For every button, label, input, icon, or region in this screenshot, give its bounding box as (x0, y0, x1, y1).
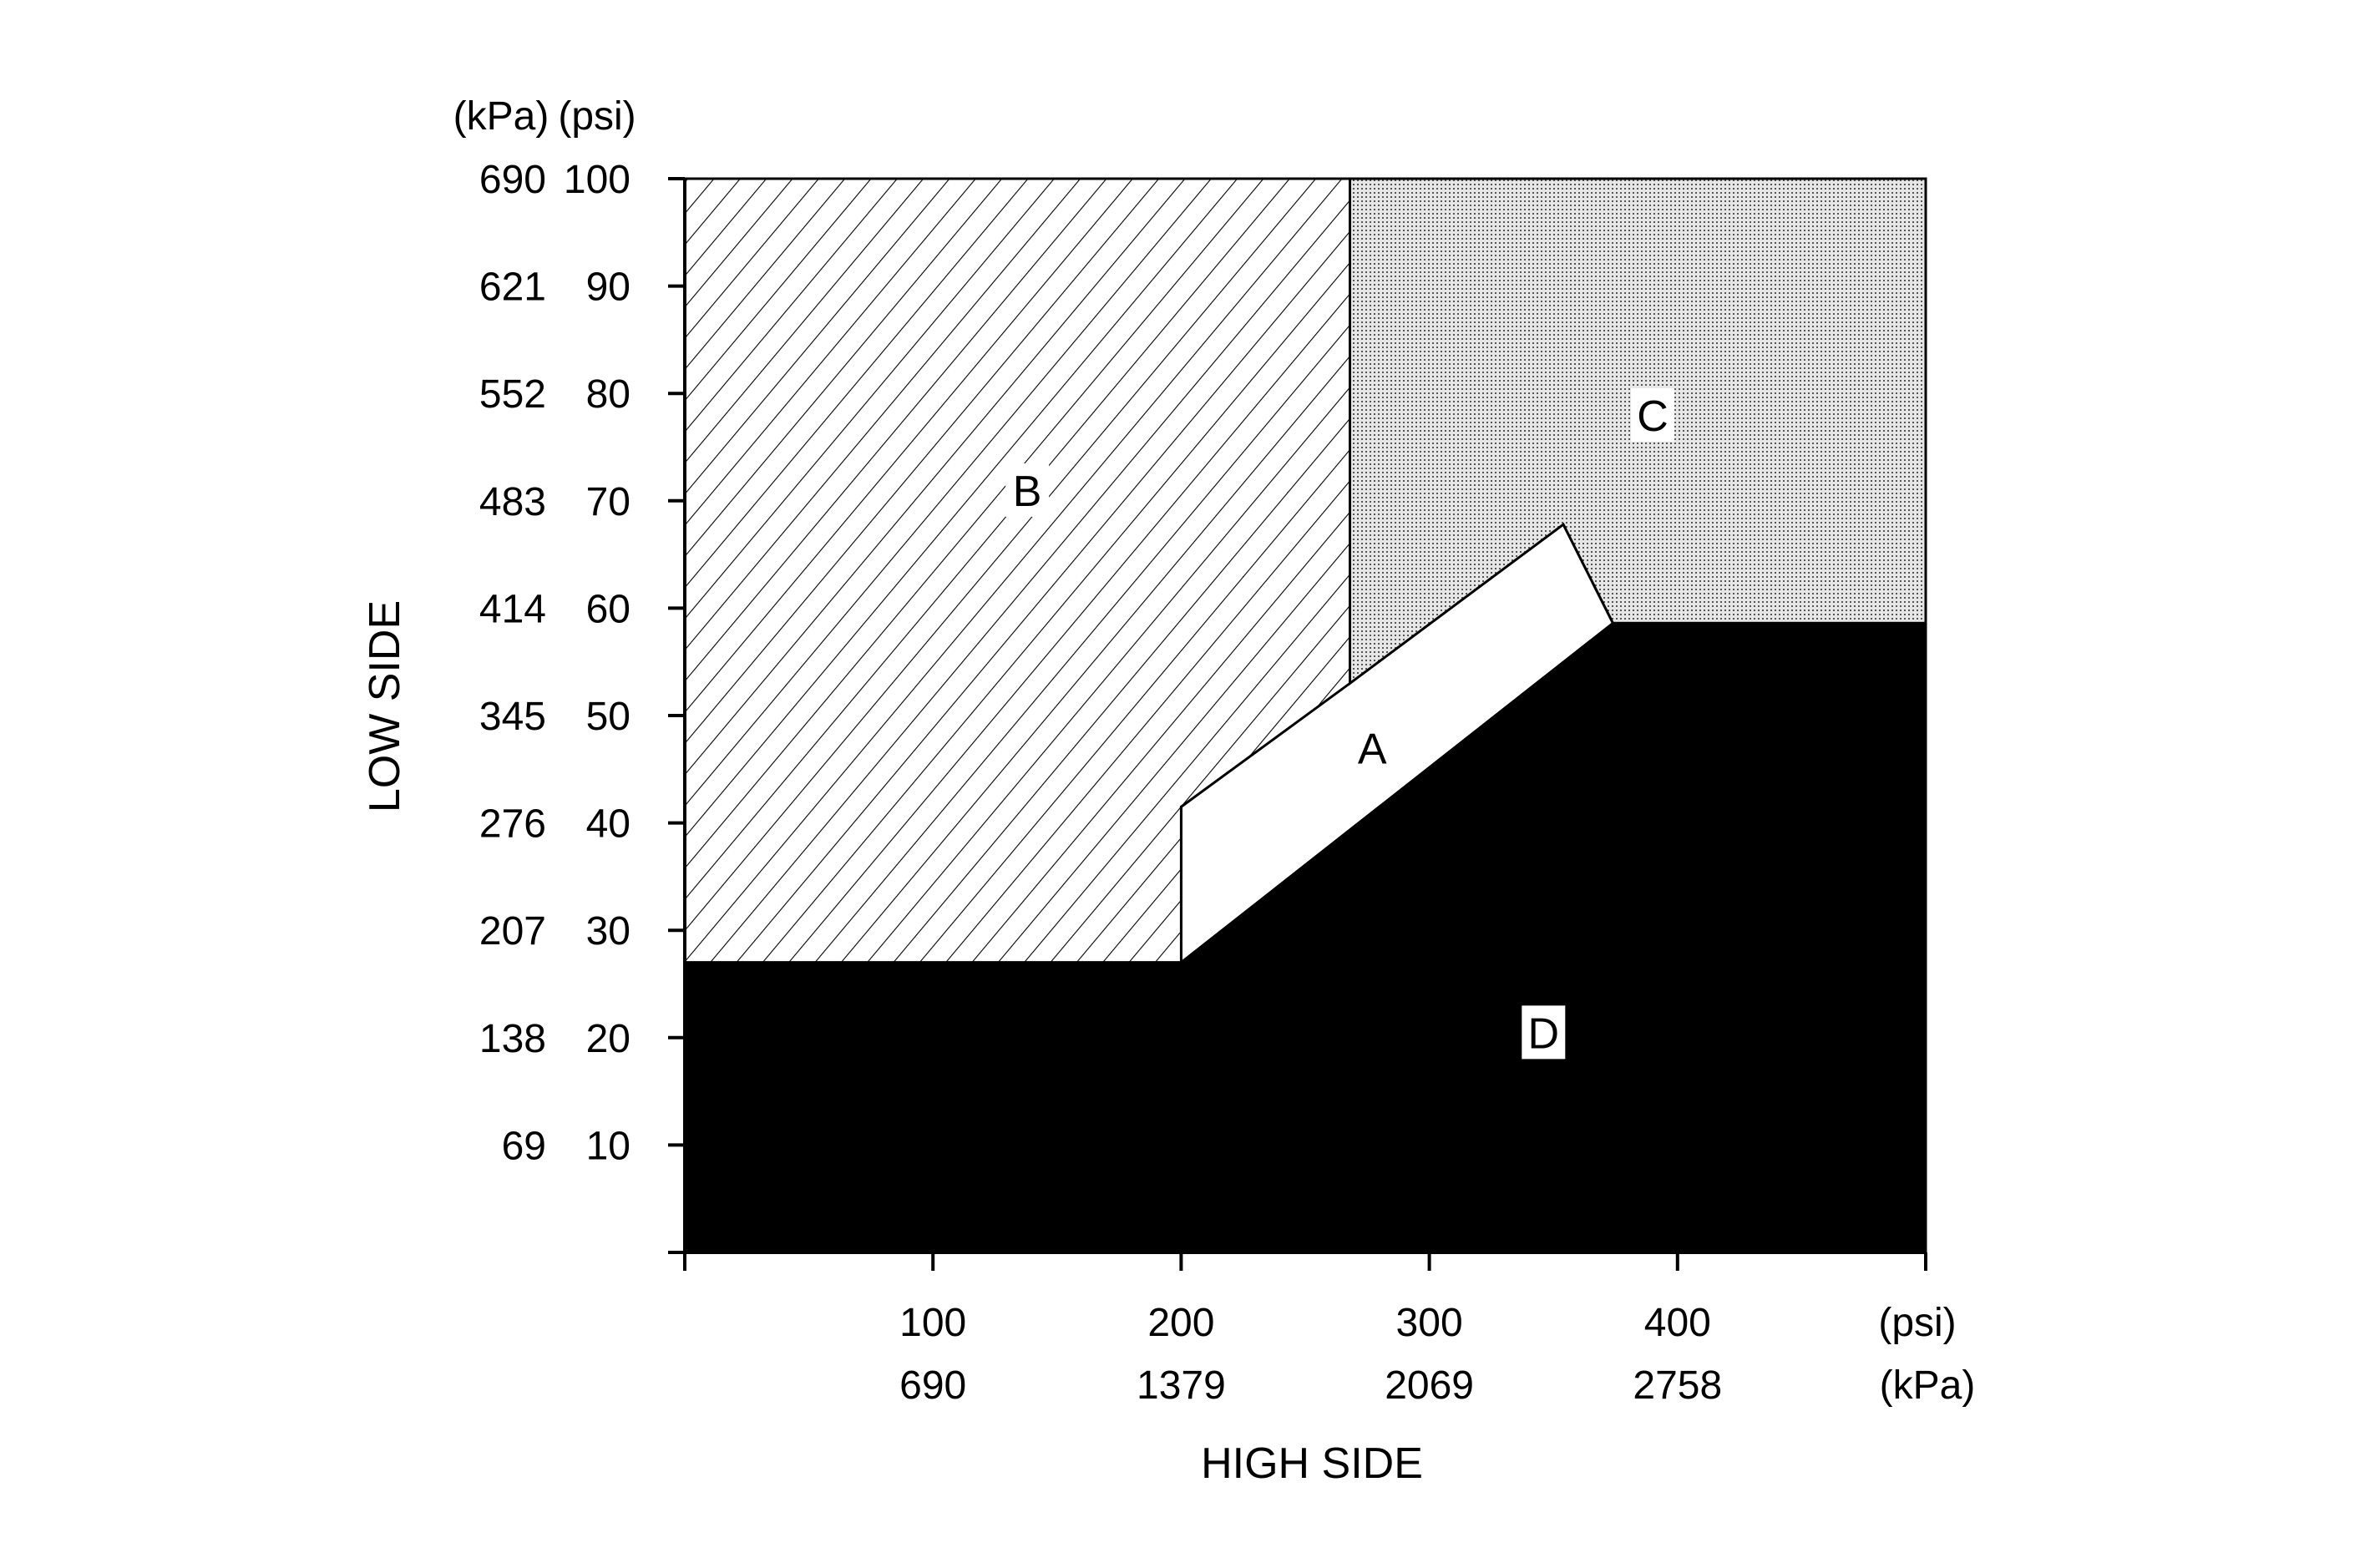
y-tick-label-kpa: 69 (502, 1124, 546, 1168)
y-tick-label-kpa: 414 (479, 587, 546, 631)
y-tick-label-kpa: 276 (479, 802, 546, 847)
x-tick-label-psi: 200 (1147, 1301, 1214, 1345)
y-tick-label-psi: 60 (586, 587, 630, 631)
x-tick-label-kpa: 2758 (1633, 1363, 1722, 1408)
region-label-a: A (1358, 726, 1387, 774)
region-label-d: D (1528, 1009, 1560, 1058)
y-tick-label-psi: 100 (564, 158, 630, 202)
region-label-b: B (1013, 468, 1042, 516)
x-tick-label-kpa: 1379 (1137, 1363, 1226, 1408)
x-tick-label-kpa: 2069 (1385, 1363, 1474, 1408)
region-label-bg (1005, 463, 1050, 517)
y-tick-label-kpa: 483 (479, 480, 546, 524)
y-tick-label-kpa: 345 (479, 695, 546, 739)
x-unit-psi: (psi) (1878, 1301, 1956, 1345)
y-tick-label-kpa: 690 (479, 158, 546, 202)
y-tick-label-psi: 30 (586, 909, 630, 954)
region-label-bg (1350, 721, 1395, 775)
x-tick-label-psi: 300 (1396, 1301, 1463, 1345)
x-tick-label-psi: 400 (1644, 1301, 1711, 1345)
y-unit-kpa: (kPa) (453, 94, 549, 139)
y-tick-label-psi: 80 (586, 372, 630, 417)
y-tick-label-kpa: 552 (479, 372, 546, 417)
y-tick-label-kpa: 621 (479, 266, 546, 310)
x-tick-label-kpa: 690 (899, 1363, 966, 1408)
x-tick-label-psi: 100 (899, 1301, 966, 1345)
y-tick-label-kpa: 138 (479, 1017, 546, 1061)
y-tick-label-psi: 20 (586, 1017, 630, 1061)
y-tick-label-kpa: 207 (479, 909, 546, 954)
y-axis-title: LOW SIDE (361, 600, 409, 812)
x-unit-kpa: (kPa) (1880, 1363, 1976, 1408)
region-label-bg (1522, 1005, 1566, 1060)
x-axis-title: HIGH SIDE (1201, 1439, 1423, 1488)
region-label-bg (1631, 387, 1675, 442)
y-tick-label-psi: 70 (586, 480, 630, 524)
region-label-c: C (1637, 392, 1669, 441)
y-tick-label-psi: 40 (586, 802, 630, 847)
y-unit-psi: (psi) (558, 94, 636, 139)
y-tick-label-psi: 90 (586, 266, 630, 310)
y-tick-label-psi: 10 (586, 1124, 630, 1168)
y-tick-label-psi: 50 (586, 695, 630, 739)
